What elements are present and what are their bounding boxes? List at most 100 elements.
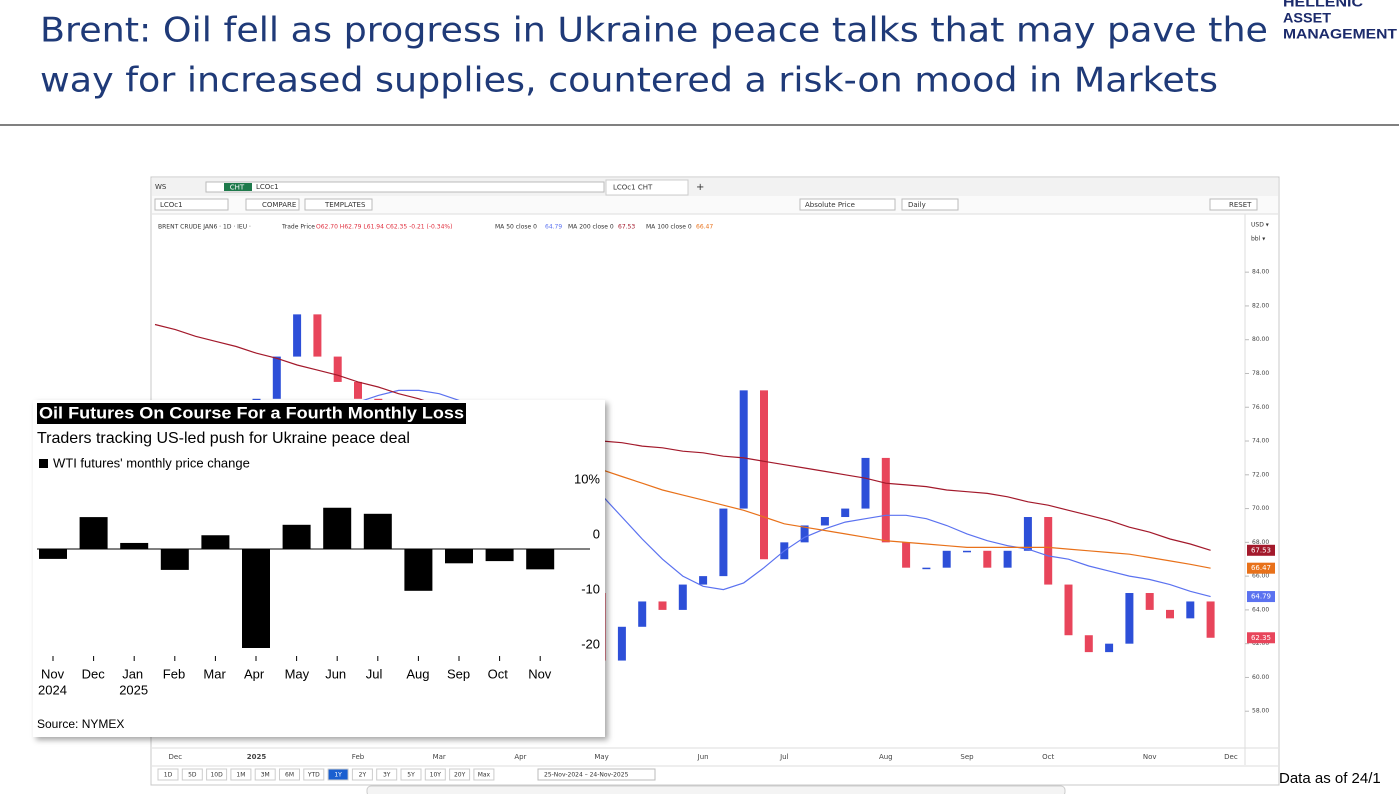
range-label[interactable]: 3M	[261, 772, 270, 779]
legend-label: MA 100 close 0	[646, 224, 692, 231]
interval-select[interactable]	[901, 198, 959, 211]
range-button[interactable]	[473, 768, 495, 781]
range-button[interactable]	[449, 768, 471, 781]
bar	[445, 549, 473, 564]
range-label[interactable]: 5D	[188, 772, 197, 779]
y-tick-label: 64.00	[1252, 606, 1269, 613]
x-tick-label: Dec	[82, 666, 106, 681]
logo-text: ASSET	[1283, 10, 1331, 26]
range-button[interactable]	[230, 768, 252, 781]
range-button[interactable]	[351, 768, 373, 781]
candle	[1186, 601, 1195, 619]
range-button[interactable]	[303, 768, 325, 781]
candle	[820, 517, 829, 526]
unit[interactable]: bbl ▾	[1251, 236, 1265, 243]
compare-label[interactable]: COMPARE	[262, 201, 296, 209]
inset-box	[33, 400, 605, 737]
period[interactable]: 25-Nov-2024 – 24-Nov-2025	[544, 772, 629, 779]
y-tick-label: 72.00	[1252, 471, 1269, 478]
candle	[1105, 643, 1114, 653]
range-label[interactable]: YTD	[307, 772, 320, 779]
candle	[1084, 635, 1093, 653]
y-tick-label: 62.00	[1252, 640, 1269, 647]
search-box[interactable]	[205, 181, 605, 193]
range-label[interactable]: 10D	[210, 772, 223, 779]
legend-label: MA 200 close 0	[568, 224, 614, 231]
x-tick-label: Jul	[366, 666, 383, 681]
x-tick-label: Sep	[447, 666, 470, 681]
legend-value: 67.53	[618, 224, 635, 231]
legend-label: MA 50 close 0	[495, 224, 537, 231]
x-tick-label: Apr	[514, 753, 526, 761]
inset-title-bg	[37, 403, 466, 424]
price-mode[interactable]: Absolute Price	[805, 201, 855, 209]
ric-input[interactable]	[154, 198, 229, 211]
range-label[interactable]: 3Y	[383, 772, 391, 779]
range-label[interactable]: 5Y	[407, 772, 415, 779]
scrollbar[interactable]	[366, 785, 1066, 794]
x-tick-label: Dec	[169, 753, 183, 761]
candle	[638, 601, 647, 627]
range-label[interactable]: 1M	[236, 772, 245, 779]
bar	[485, 549, 514, 562]
templates-label[interactable]: TEMPLATES	[324, 201, 366, 209]
period-box[interactable]	[537, 768, 656, 781]
legend-swatch	[39, 459, 48, 468]
y-tick-label: 78.00	[1252, 370, 1269, 377]
range-label[interactable]: Max	[478, 772, 491, 779]
bar	[282, 524, 311, 549]
new-tab[interactable]: +	[696, 182, 704, 193]
candle	[1044, 517, 1053, 585]
price-tag	[1247, 632, 1275, 644]
range-button[interactable]	[157, 768, 179, 781]
wti-inset: Oil Futures On Course For a Fourth Month…	[33, 400, 605, 737]
bar	[39, 549, 67, 559]
price-tag-label: 67.53	[1251, 546, 1271, 554]
slide-title: way for increased supplies, countered a …	[40, 61, 1218, 101]
range-label[interactable]: 1Y	[334, 772, 342, 779]
legend-label: Trade Price	[281, 224, 315, 231]
range-label[interactable]: 6M	[285, 772, 294, 779]
candle	[1206, 601, 1215, 638]
range-button[interactable]	[181, 768, 203, 781]
interval[interactable]: Daily	[908, 201, 926, 209]
price-tag-label: 66.47	[1251, 564, 1271, 572]
x-tick-label: Oct	[1042, 753, 1054, 761]
range-button[interactable]	[254, 768, 276, 781]
app-tag-box	[224, 183, 252, 191]
range-button[interactable]	[400, 768, 422, 781]
range-label[interactable]: 1D	[164, 772, 173, 779]
inset-title: Oil Futures On Course For a Fourth Month…	[39, 403, 464, 422]
candle	[699, 576, 708, 585]
range-label[interactable]: 20Y	[454, 772, 466, 779]
range-button[interactable]	[327, 768, 349, 781]
x-tick-label: Dec	[1224, 753, 1238, 761]
reset-label[interactable]: RESET	[1229, 201, 1252, 209]
x-tick-label: Jun	[325, 666, 346, 681]
range-label[interactable]: 2Y	[359, 772, 367, 779]
tab-label[interactable]: LCOc1 CHT	[613, 184, 653, 192]
candle	[800, 525, 809, 543]
templates-button[interactable]	[304, 198, 373, 211]
y-tick-label: 10%	[574, 471, 600, 486]
candle	[963, 550, 971, 553]
compare-button[interactable]	[245, 198, 300, 211]
candle	[272, 356, 281, 399]
range-button[interactable]	[376, 768, 398, 781]
range-label[interactable]: 10Y	[430, 772, 442, 779]
price-mode-select[interactable]	[799, 198, 896, 211]
candle	[841, 508, 850, 518]
price-tag-label: 64.79	[1251, 593, 1271, 601]
bar	[404, 549, 433, 591]
x-tick-label: Apr	[244, 666, 265, 681]
currency[interactable]: USD ▾	[1251, 222, 1269, 229]
range-button[interactable]	[424, 768, 446, 781]
range-button[interactable]	[206, 768, 228, 781]
ric-input-text[interactable]: LCOc1	[160, 201, 183, 209]
tab[interactable]	[605, 179, 689, 196]
reset-button[interactable]	[1209, 198, 1258, 211]
range-button[interactable]	[279, 768, 300, 781]
range-buttons: 1D 5D 10D 1M 3M 6M YTD 1Y 2Y 3Y 5Y 10Y 20Y Max	[157, 768, 495, 781]
